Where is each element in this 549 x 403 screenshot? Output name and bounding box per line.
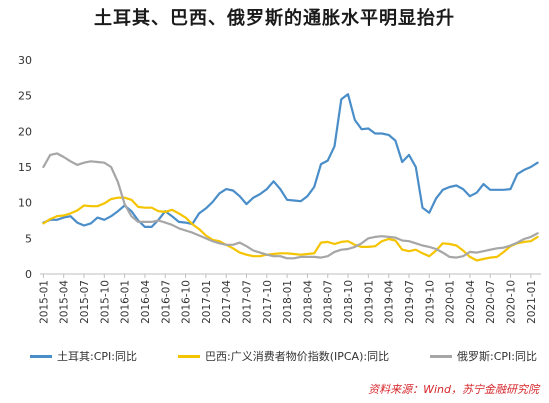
x-tick-label: 2015-10 bbox=[99, 280, 111, 324]
x-tick-label: 2018-10 bbox=[343, 280, 355, 324]
x-tick-label: 2021-01 bbox=[526, 280, 538, 324]
y-tick-label: 5 bbox=[25, 232, 32, 245]
x-tick-label: 2019-07 bbox=[404, 280, 416, 324]
x-tick-label: 2016-10 bbox=[181, 280, 193, 324]
x-tick-label: 2016-04 bbox=[140, 280, 152, 324]
legend-item-brazil: 巴西:广义消费者物价指数(IPCA):同比 bbox=[178, 348, 389, 364]
x-tick-label: 2018-01 bbox=[282, 280, 294, 324]
x-tick-label: 2017-10 bbox=[262, 280, 274, 324]
x-tick-label: 2020-04 bbox=[465, 280, 477, 324]
x-tick-label: 2018-07 bbox=[323, 280, 335, 324]
x-tick-label: 2018-04 bbox=[302, 280, 314, 324]
legend-label-russia: 俄罗斯:CPI:同比 bbox=[457, 350, 537, 363]
legend-label-turkey: 土耳其:CPI:同比 bbox=[57, 350, 137, 363]
series-line-turkey bbox=[42, 93, 539, 228]
legend: 土耳其:CPI:同比 巴西:广义消费者物价指数(IPCA):同比 俄罗斯:CPI… bbox=[0, 348, 549, 364]
x-tick-label: 2016-01 bbox=[120, 280, 132, 324]
y-tick-label: 0 bbox=[25, 268, 32, 281]
legend-item-turkey: 土耳其:CPI:同比 bbox=[30, 348, 137, 364]
y-tick-label: 30 bbox=[18, 54, 32, 67]
y-tick-label: 25 bbox=[18, 90, 32, 103]
x-tick-label: 2017-07 bbox=[241, 280, 253, 324]
x-tick-label: 2015-04 bbox=[59, 280, 71, 324]
legend-item-russia: 俄罗斯:CPI:同比 bbox=[430, 348, 537, 364]
x-tick-label: 2017-01 bbox=[201, 280, 213, 324]
x-tick-label: 2019-01 bbox=[363, 280, 375, 324]
legend-swatch-turkey bbox=[30, 354, 52, 358]
series-line-brazil bbox=[42, 196, 539, 262]
chart-title: 土耳其、巴西、俄罗斯的通胀水平明显抬升 bbox=[94, 8, 455, 29]
x-tick-label: 2019-10 bbox=[424, 280, 436, 324]
legend-swatch-brazil bbox=[178, 354, 200, 358]
y-tick-label: 10 bbox=[18, 197, 32, 210]
x-tick-label: 2015-07 bbox=[79, 280, 91, 324]
x-tick-label: 2020-10 bbox=[506, 280, 518, 324]
x-tick-label: 2019-04 bbox=[384, 280, 396, 324]
legend-swatch-russia bbox=[430, 354, 452, 358]
x-tick-label: 2016-07 bbox=[160, 280, 172, 324]
source-note: 资料来源：Wind，苏宁金融研究院 bbox=[368, 383, 539, 396]
legend-label-brazil: 巴西:广义消费者物价指数(IPCA):同比 bbox=[205, 350, 390, 363]
x-tick-label: 2015-01 bbox=[38, 280, 50, 324]
x-tick-label: 2020-01 bbox=[445, 280, 457, 324]
x-tick-label: 2017-04 bbox=[221, 280, 233, 324]
x-tick-label: 2020-07 bbox=[485, 280, 497, 324]
series-line-russia bbox=[42, 152, 539, 260]
y-tick-label: 15 bbox=[18, 161, 32, 174]
y-tick-label: 20 bbox=[18, 125, 32, 138]
